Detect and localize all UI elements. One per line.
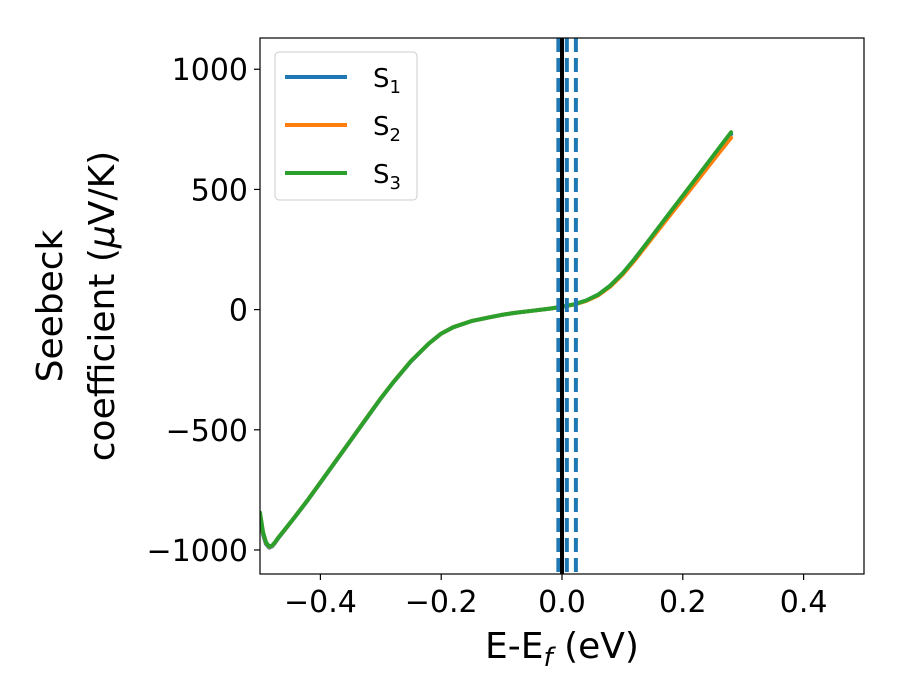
x-tick-label: −0.2: [405, 585, 478, 620]
y-tick-label: 500: [191, 173, 248, 208]
legend-label-s2: S2: [373, 112, 401, 146]
x-axis-label: E-Ef (eV): [485, 626, 639, 673]
x-tick-label: 0.4: [780, 585, 828, 620]
series-layer: [260, 130, 734, 550]
y-axis-ticks: −1000 −500 0 500 1000: [147, 53, 260, 569]
x-axis-ticks: −0.4 −0.2 0.0 0.2 0.4: [284, 574, 827, 620]
x-tick-label: 0.2: [659, 585, 707, 620]
y-axis-label: Seebeck coefficient (μV/K): [30, 151, 123, 461]
x-tick-label: 0.0: [538, 585, 586, 620]
x-tick-label: −0.4: [284, 585, 357, 620]
vertical-reference-lines: [556, 38, 578, 574]
y-tick-label: 0: [229, 294, 248, 329]
y-tick-label: 1000: [172, 53, 248, 88]
y-tick-label: −500: [166, 414, 248, 449]
y-axis-label-line2: coefficient (μV/K): [82, 151, 123, 461]
y-tick-label: −1000: [147, 534, 248, 569]
y-axis-label-line1: Seebeck: [30, 229, 71, 382]
legend-label-s1: S1: [373, 64, 401, 98]
legend-label-s3: S3: [373, 160, 401, 194]
legend: S1 S2 S3: [274, 51, 418, 201]
series-line-s3: [260, 130, 734, 549]
